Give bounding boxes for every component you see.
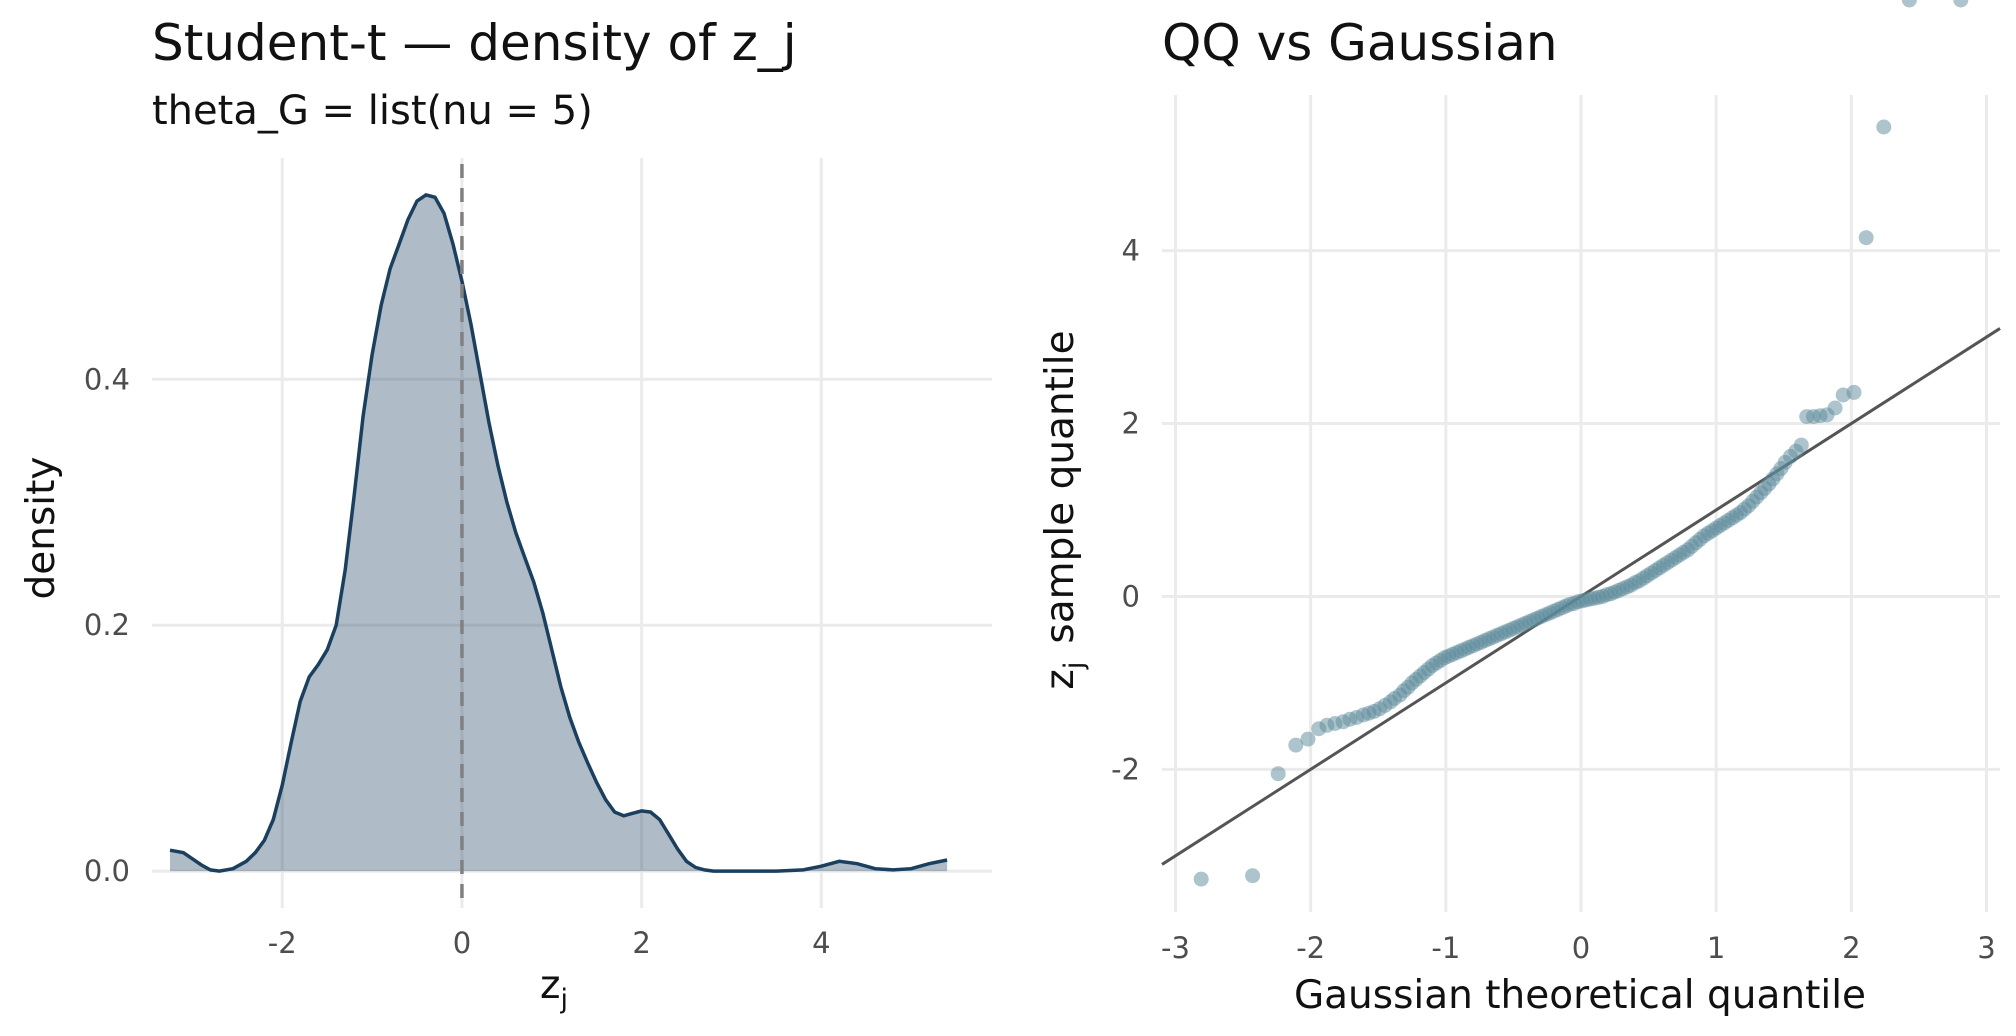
density-x-tick-label: 2 <box>632 926 650 960</box>
qq-y-tick-label: 4 <box>1122 234 1140 268</box>
density-x-axis-title: zj <box>540 963 568 1015</box>
qq-x-tick-label: 1 <box>1707 931 1725 965</box>
density-panel: -2 0 2 4 0.0 0.2 0.4 Student-t — density of z… <box>19 14 992 1015</box>
qq-point <box>1793 437 1809 453</box>
qq-x-tick-labels: -3 -2 -1 0 1 2 3 <box>1161 931 1996 965</box>
qq-gridlines <box>1162 95 2000 912</box>
qq-x-tick-label: -1 <box>1431 931 1460 965</box>
qq-point <box>1193 871 1209 887</box>
density-curve <box>169 193 948 873</box>
qq-point <box>1245 868 1261 884</box>
qq-point <box>1288 737 1304 753</box>
qq-y-axis-title-prefix: z <box>1038 669 1083 689</box>
qq-y-tick-label: -2 <box>1111 752 1140 786</box>
qq-y-tick-label: 2 <box>1122 407 1140 441</box>
density-x-axis-title-subscript: j <box>559 984 568 1015</box>
qq-x-axis-title: Gaussian theoretical quantile <box>1294 973 1866 1018</box>
qq-y-axis-title-main: sample quantile <box>1038 330 1083 643</box>
density-y-tick-label: 0.2 <box>84 608 130 642</box>
qq-point <box>1270 766 1286 782</box>
density-chart-title: Student-t — density of z_j <box>152 14 797 72</box>
qq-x-tick-label: -2 <box>1296 931 1325 965</box>
qq-points <box>1193 0 1969 887</box>
qq-point <box>1846 384 1862 400</box>
density-y-tick-label: 0.4 <box>84 362 130 396</box>
density-x-tick-label: -2 <box>268 926 297 960</box>
qq-y-axis-title: zj sample quantile <box>1038 330 1090 689</box>
qq-point <box>1827 400 1843 416</box>
qq-y-axis-title-subscript: j <box>1059 662 1090 671</box>
qq-x-tick-label: 2 <box>1842 931 1860 965</box>
qq-x-tick-label: 0 <box>1572 931 1590 965</box>
qq-point <box>1858 230 1874 246</box>
density-x-axis-title-main: z <box>540 963 560 1008</box>
density-y-tick-labels: 0.0 0.2 0.4 <box>84 362 130 888</box>
qq-point <box>1300 731 1316 747</box>
qq-x-tick-label: -3 <box>1161 931 1190 965</box>
qq-y-tick-labels: -2 0 2 4 <box>1111 234 1140 787</box>
density-y-axis-title: density <box>19 457 64 600</box>
density-y-tick-label: 0.0 <box>84 854 130 888</box>
density-area <box>170 194 948 872</box>
qq-x-tick-label: 3 <box>1977 931 1995 965</box>
qq-panel: -3 -2 -1 0 1 2 3 -2 0 2 4 QQ vs Gaussian Gaussian… <box>1038 0 2001 1018</box>
density-x-tick-labels: -2 0 2 4 <box>268 926 831 960</box>
qq-point <box>1901 0 1917 8</box>
qq-chart-title: QQ vs Gaussian <box>1162 14 1558 72</box>
density-chart-subtitle: theta_G = list(nu = 5) <box>152 88 593 134</box>
qq-point <box>1876 119 1892 135</box>
qq-point <box>1953 0 1969 8</box>
density-x-tick-label: 0 <box>453 926 471 960</box>
density-x-tick-label: 4 <box>812 926 830 960</box>
qq-y-tick-label: 0 <box>1122 579 1140 613</box>
